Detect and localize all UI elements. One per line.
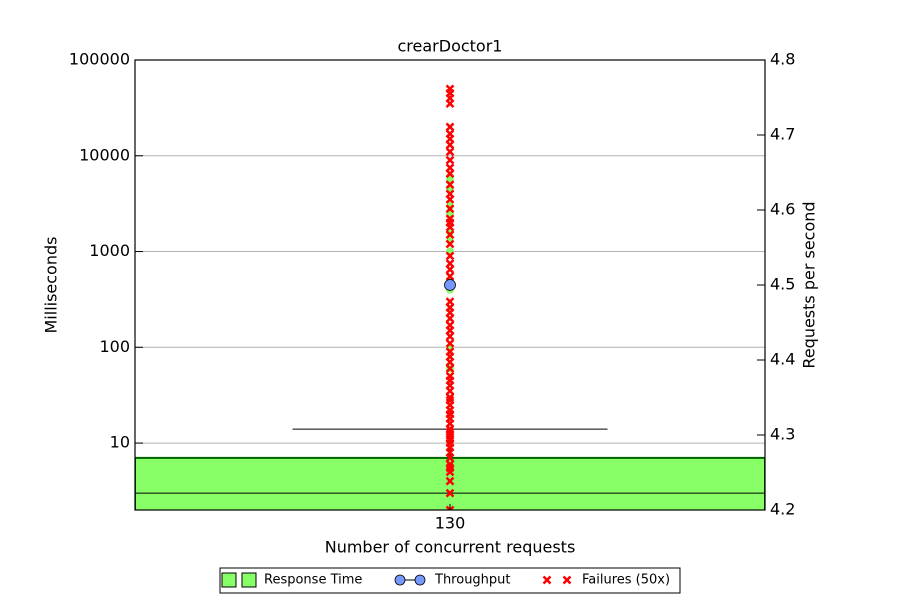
failure-marker	[445, 239, 455, 249]
y-tick-label: 100000	[69, 50, 130, 69]
failure-marker	[445, 180, 455, 189]
y2-tick-label: 4.4	[770, 350, 795, 369]
failure-marker	[445, 214, 455, 224]
y2-tick-label: 4.7	[770, 125, 795, 144]
failure-marker	[445, 204, 455, 214]
legend-swatch	[221, 572, 237, 588]
failure-marker	[445, 259, 455, 268]
throughput-point	[444, 279, 456, 291]
failure-marker	[445, 122, 455, 132]
axes: 10 100 1000 10000 100000 4.2 4.3 4.4 4.5 4.6 4.7 4.…	[69, 50, 796, 533]
legend-marker	[542, 575, 552, 585]
legend-marker	[562, 575, 572, 585]
y2-tick-label: 4.6	[770, 200, 795, 219]
y2-tick-label: 4.5	[770, 275, 795, 294]
y-axis-label: Milliseconds	[42, 237, 61, 334]
failure-marker	[445, 320, 455, 330]
failure-marker	[445, 129, 455, 139]
legend-frame	[219, 567, 681, 594]
failure-marker	[445, 84, 455, 94]
failure-marker	[445, 347, 455, 357]
legend: Response Time Throughput Failures (50x)	[219, 567, 681, 594]
legend-label: Failures (50x)	[582, 573, 670, 588]
y2-axis-label: Requests per second	[800, 201, 819, 368]
failure-marker	[445, 163, 455, 173]
legend-label: Response Time	[264, 573, 362, 588]
failure-marker	[445, 147, 455, 157]
y-tick-label: 10000	[79, 145, 130, 164]
failure-marker	[445, 155, 455, 165]
failure-marker	[445, 297, 455, 306]
legend-marker	[414, 574, 426, 586]
y-tick-label: 100	[99, 337, 130, 356]
failure-marker	[445, 338, 455, 348]
y-tick-label: 1000	[89, 241, 130, 260]
y-tick-label: 10	[110, 433, 130, 452]
plot-area	[135, 84, 765, 510]
legend-marker	[394, 574, 406, 586]
y2-tick-label: 4.3	[770, 425, 795, 444]
failure-marker	[445, 488, 455, 498]
x-axis-label: Number of concurrent requests	[325, 538, 576, 557]
failure-marker	[445, 189, 455, 199]
failure-marker	[445, 476, 455, 486]
chart-title: crearDoctor1	[398, 37, 503, 56]
x-tick-label: 130	[435, 514, 466, 533]
failure-marker	[445, 395, 455, 405]
failure-marker	[445, 505, 455, 510]
legend-swatch	[241, 572, 257, 588]
legend-label: Throughput	[434, 573, 511, 588]
failure-marker	[445, 230, 455, 240]
y2-tick-label: 4.2	[770, 500, 795, 519]
failure-marker	[445, 251, 455, 261]
failure-marker	[445, 272, 455, 281]
failure-marker	[445, 371, 455, 381]
y2-tick-label: 4.8	[770, 50, 795, 69]
